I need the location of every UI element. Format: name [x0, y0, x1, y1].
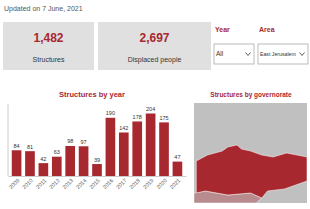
- bar: [39, 163, 49, 176]
- x-tick: 2011: [35, 177, 48, 190]
- data-label: 204: [146, 106, 155, 112]
- bar: [25, 151, 35, 176]
- data-label: 142: [119, 125, 128, 131]
- x-tick-label: 2010: [21, 177, 34, 190]
- dropdown-label: Area: [259, 26, 275, 33]
- x-tick-label: 2011: [35, 177, 48, 190]
- bar: [106, 118, 116, 176]
- x-tick-label: 2009: [8, 177, 21, 190]
- x-tick: 2021: [169, 177, 182, 190]
- bar: [173, 162, 183, 176]
- bar: [12, 150, 22, 176]
- map-background: [194, 103, 307, 203]
- data-label: 84: [14, 143, 20, 149]
- data-label: 81: [27, 144, 33, 150]
- dropdown-value: All: [216, 50, 224, 57]
- dropdown-label: Year: [215, 26, 230, 33]
- bar: [79, 146, 89, 176]
- x-tick: 2019: [142, 177, 155, 190]
- x-tick-label: 2014: [75, 177, 88, 190]
- stat-value: 1,482: [33, 31, 63, 45]
- x-tick-label: 2020: [155, 177, 168, 190]
- data-label: 97: [81, 139, 87, 145]
- bar: [132, 121, 142, 176]
- map-title: Structures by governorate: [210, 91, 292, 99]
- x-tick: 2020: [155, 177, 168, 190]
- dropdown-arrow[interactable]: [246, 53, 251, 56]
- bar: [52, 157, 62, 176]
- map: [194, 103, 307, 203]
- data-label: 63: [54, 149, 60, 155]
- map-region[interactable]: [196, 145, 307, 198]
- dropdown-arrow[interactable]: [300, 53, 305, 56]
- x-tick: 2014: [75, 177, 88, 190]
- bars: [12, 113, 182, 176]
- bar: [146, 113, 156, 176]
- x-tick-label: 2018: [128, 177, 141, 190]
- x-tick-label: 2019: [142, 177, 155, 190]
- x-tick: 2018: [128, 177, 141, 190]
- stat-value: 2,697: [139, 31, 169, 45]
- dropdown-value: East Jerusalem: [260, 51, 296, 57]
- data-label: 39: [94, 157, 100, 163]
- data-label: 98: [67, 138, 73, 144]
- y-axis-line: [8, 104, 9, 176]
- x-tick: 2015: [88, 177, 101, 190]
- stat-box: [98, 22, 211, 70]
- x-tick-label: 2013: [61, 177, 74, 190]
- dashboard: Updated on 7 June, 2021 1,482 Structures 2,…: [0, 0, 310, 209]
- x-tick: 2017: [115, 177, 128, 190]
- data-label: 47: [174, 154, 180, 160]
- x-tick-label: 2015: [88, 177, 101, 190]
- x-tick-label: 2017: [115, 177, 128, 190]
- bar: [92, 164, 102, 176]
- x-tick: 2010: [21, 177, 34, 190]
- bar: [159, 122, 169, 176]
- x-tick: 2009: [8, 177, 21, 190]
- x-tick-label: 2021: [169, 177, 182, 190]
- stat-box: [3, 22, 94, 70]
- bar: [65, 146, 75, 176]
- x-tick: 2013: [61, 177, 74, 190]
- bar: [119, 132, 129, 176]
- stat-label: Displaced people: [128, 56, 182, 64]
- stat-label: Structures: [33, 56, 65, 63]
- data-label: 190: [106, 110, 115, 116]
- x-tick: 2016: [101, 177, 114, 190]
- data-label: 175: [159, 115, 168, 121]
- x-tick-label: 2016: [101, 177, 114, 190]
- dropdown[interactable]: [258, 44, 308, 64]
- data-labels: 84 81 42 63 98 97 39 190 142 178 204 175 47: [14, 106, 181, 163]
- x-tick: 2012: [48, 177, 61, 190]
- data-label: 178: [133, 114, 142, 120]
- dropdown[interactable]: [214, 44, 254, 64]
- x-axis: 2009201020112012201320142015201620172018…: [8, 177, 187, 191]
- updated-text: Updated on 7 June, 2021: [4, 5, 83, 13]
- data-label: 42: [40, 156, 46, 162]
- x-axis-line: [9, 176, 187, 177]
- chart-title: Structures by year: [59, 90, 125, 99]
- x-tick-label: 2012: [48, 177, 61, 190]
